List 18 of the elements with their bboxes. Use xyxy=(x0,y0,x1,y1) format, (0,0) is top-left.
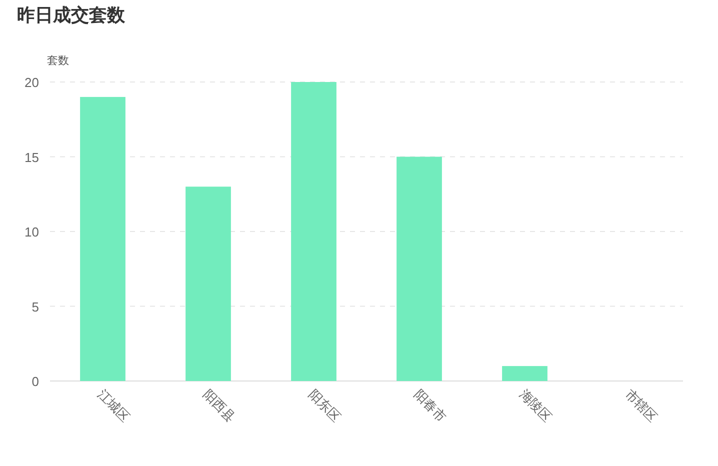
bar xyxy=(80,96,126,381)
x-tick-label: 海陵区 xyxy=(516,386,555,425)
x-tick-label: 阳西县 xyxy=(200,386,238,425)
bar xyxy=(291,82,336,381)
y-tick-label: 10 xyxy=(24,224,39,240)
x-tick-label: 阳东区 xyxy=(306,386,344,425)
y-tick-label: 15 xyxy=(24,150,39,165)
y-tick-label: 20 xyxy=(24,75,39,90)
x-tick-label: 市辖区 xyxy=(622,386,660,425)
y-tick-label: 0 xyxy=(32,374,39,389)
bar xyxy=(502,366,548,381)
y-tick-label: 5 xyxy=(32,299,39,314)
x-tick-label: 江城区 xyxy=(94,386,133,425)
bar xyxy=(186,186,231,381)
y-axis-title: 套数 xyxy=(47,55,69,67)
chart-title: 昨日成交套数 xyxy=(17,5,126,25)
x-tick-label: 阳春市 xyxy=(411,386,450,425)
bar xyxy=(396,156,442,381)
